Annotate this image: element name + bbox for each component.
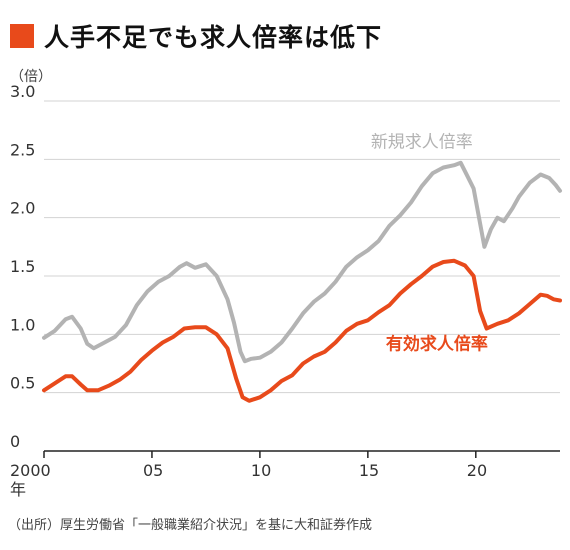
title-marker-square	[10, 24, 34, 48]
y-tick-label: 2.0	[10, 199, 35, 218]
y-tick-label: 1.5	[10, 257, 35, 276]
series-label-2: 有効求人倍率	[386, 334, 488, 355]
y-tick-label: 0.5	[10, 374, 35, 393]
y-tick-label: 0	[10, 432, 20, 451]
x-tick-label: 15	[359, 461, 379, 480]
y-tick-label: 3.0	[10, 82, 35, 101]
series-label-1: 新規求人倍率	[371, 133, 473, 153]
x-tick-label: 05	[143, 461, 163, 480]
y-tick-label: 1.0	[10, 315, 35, 334]
y-tick-label: 2.5	[10, 140, 35, 159]
series-line-2	[42, 258, 562, 403]
gridlines	[44, 100, 560, 394]
chart-header: 人手不足でも求人倍率は低下	[10, 18, 382, 54]
y-axis-unit-label: （倍）	[10, 69, 52, 85]
series-lines	[42, 160, 562, 403]
series-line-1	[42, 160, 562, 364]
source-note: （出所）厚生労働省「一般職業紹介状況」を基に大和証券作成	[8, 518, 373, 533]
x-tick-sublabel: 年	[10, 480, 26, 499]
x-tick-label: 10	[251, 461, 271, 480]
x-tick-label: 20	[467, 461, 487, 480]
x-tick-label: 2000	[10, 461, 51, 480]
chart-title: 人手不足でも求人倍率は低下	[44, 23, 383, 52]
